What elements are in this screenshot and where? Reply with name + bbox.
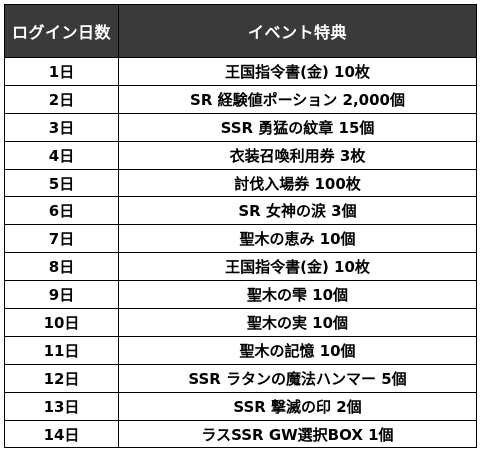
day-cell: 7日 [4,224,119,254]
table-row: 9日 聖木の雫 10個 [4,280,477,310]
table-row: 11日 聖木の記憶 10個 [4,335,477,365]
day-cell: 5日 [4,168,119,198]
day-cell: 12日 [4,363,119,393]
login-bonus-table: ログイン日数 イベント特典 1日 王国指令書(金) 10枚 2日 SR 経験値ポ… [4,4,477,449]
reward-cell: SR 女神の涙 3個 [118,196,477,226]
table-row: 14日 ラスSSR GW選択BOX 1個 [4,419,477,449]
day-cell: 1日 [4,57,119,86]
day-cell: 11日 [4,335,119,365]
table-row: 13日 SSR 撃滅の印 2個 [4,391,477,421]
table-row: 2日 SR 経験値ポーション 2,000個 [4,84,477,114]
header-event-reward: イベント特典 [118,4,477,58]
reward-cell: 聖木の恵み 10個 [118,224,477,254]
day-cell: 3日 [4,112,119,142]
reward-cell: 王国指令書(金) 10枚 [118,252,477,282]
table-row: 7日 聖木の恵み 10個 [4,224,477,254]
reward-cell: 衣装召喚利用券 3枚 [118,140,477,170]
table-header-row: ログイン日数 イベント特典 [4,4,477,58]
day-cell: 10日 [4,308,119,337]
reward-cell: 聖木の実 10個 [118,308,477,337]
reward-cell: ラスSSR GW選択BOX 1個 [118,419,477,449]
day-cell: 4日 [4,140,119,170]
reward-cell: SR 経験値ポーション 2,000個 [118,84,477,114]
reward-cell: 王国指令書(金) 10枚 [118,57,477,86]
table-row: 1日 王国指令書(金) 10枚 [4,57,477,86]
day-cell: 13日 [4,391,119,421]
day-cell: 8日 [4,252,119,282]
day-cell: 2日 [4,84,119,114]
reward-cell: 聖木の記憶 10個 [118,335,477,365]
reward-cell: SSR 勇猛の紋章 15個 [118,112,477,142]
reward-cell: 討伐入場券 100枚 [118,168,477,198]
reward-cell: SSR ラタンの魔法ハンマー 5個 [118,363,477,393]
reward-cell: SSR 撃滅の印 2個 [118,391,477,421]
table-row: 8日 王国指令書(金) 10枚 [4,252,477,282]
table-row: 12日 SSR ラタンの魔法ハンマー 5個 [4,363,477,393]
day-cell: 9日 [4,280,119,310]
table-row: 10日 聖木の実 10個 [4,308,477,337]
table-row: 3日 SSR 勇猛の紋章 15個 [4,112,477,142]
day-cell: 6日 [4,196,119,226]
login-bonus-table-container: ログイン日数 イベント特典 1日 王国指令書(金) 10枚 2日 SR 経験値ポ… [4,4,477,449]
reward-cell: 聖木の雫 10個 [118,280,477,310]
table-row: 5日 討伐入場券 100枚 [4,168,477,198]
header-login-days: ログイン日数 [4,4,119,58]
table-row: 6日 SR 女神の涙 3個 [4,196,477,226]
day-cell: 14日 [4,419,119,449]
table-row: 4日 衣装召喚利用券 3枚 [4,140,477,170]
